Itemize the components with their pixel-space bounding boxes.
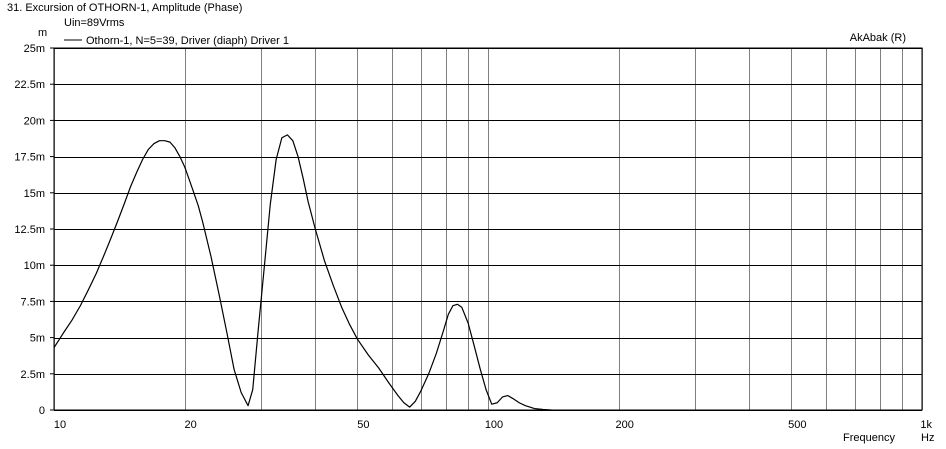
series-layer xyxy=(53,134,552,411)
y-tick-label: 5m xyxy=(30,333,45,345)
x-unit-label: Hz xyxy=(921,432,934,444)
plot-frame xyxy=(53,47,923,411)
x-axis-ticks: 10 20 50 100 200 500 1k xyxy=(54,419,933,431)
y-tick-label: 7.5m xyxy=(21,296,45,308)
brand-label: AkAbak (R) xyxy=(850,32,906,44)
y-tick-label: 22.5m xyxy=(14,79,45,91)
y-axis-ticks: 0 2.5m 5m 7.5m 10m 12.5m 15m 17.5m 20m 22.5m 25m xyxy=(14,43,54,417)
x-tick-label: 20 xyxy=(185,419,197,431)
y-tick-label: 12.5m xyxy=(14,224,45,236)
x-tick-label: 50 xyxy=(357,419,369,431)
y-tick-label: 25m xyxy=(24,43,45,55)
chart-subtitle: Uin=89Vrms xyxy=(64,17,125,29)
legend-label: Othorn-1, N=5=39, Driver (diaph) Driver … xyxy=(86,35,289,47)
x-tick-label: 10 xyxy=(54,419,66,431)
y-tick-label: 0 xyxy=(39,405,45,417)
x-tick-label: 500 xyxy=(788,419,806,431)
y-tick-label: 20m xyxy=(24,115,45,127)
x-axis-label: Frequency xyxy=(843,432,895,444)
y-tick-label: 2.5m xyxy=(21,369,45,381)
x-tick-label: 100 xyxy=(485,419,503,431)
chart-title: 31. Excursion of OTHORN-1, Amplitude (Ph… xyxy=(7,2,242,14)
series-line xyxy=(53,134,552,411)
y-tick-label: 17.5m xyxy=(14,152,45,164)
x-tick-label: 200 xyxy=(615,419,633,431)
y-tick-label: 10m xyxy=(24,260,45,272)
x-tick-label: 1k xyxy=(920,419,932,431)
y-unit-label: m xyxy=(38,27,47,39)
y-tick-label: 15m xyxy=(24,188,45,200)
